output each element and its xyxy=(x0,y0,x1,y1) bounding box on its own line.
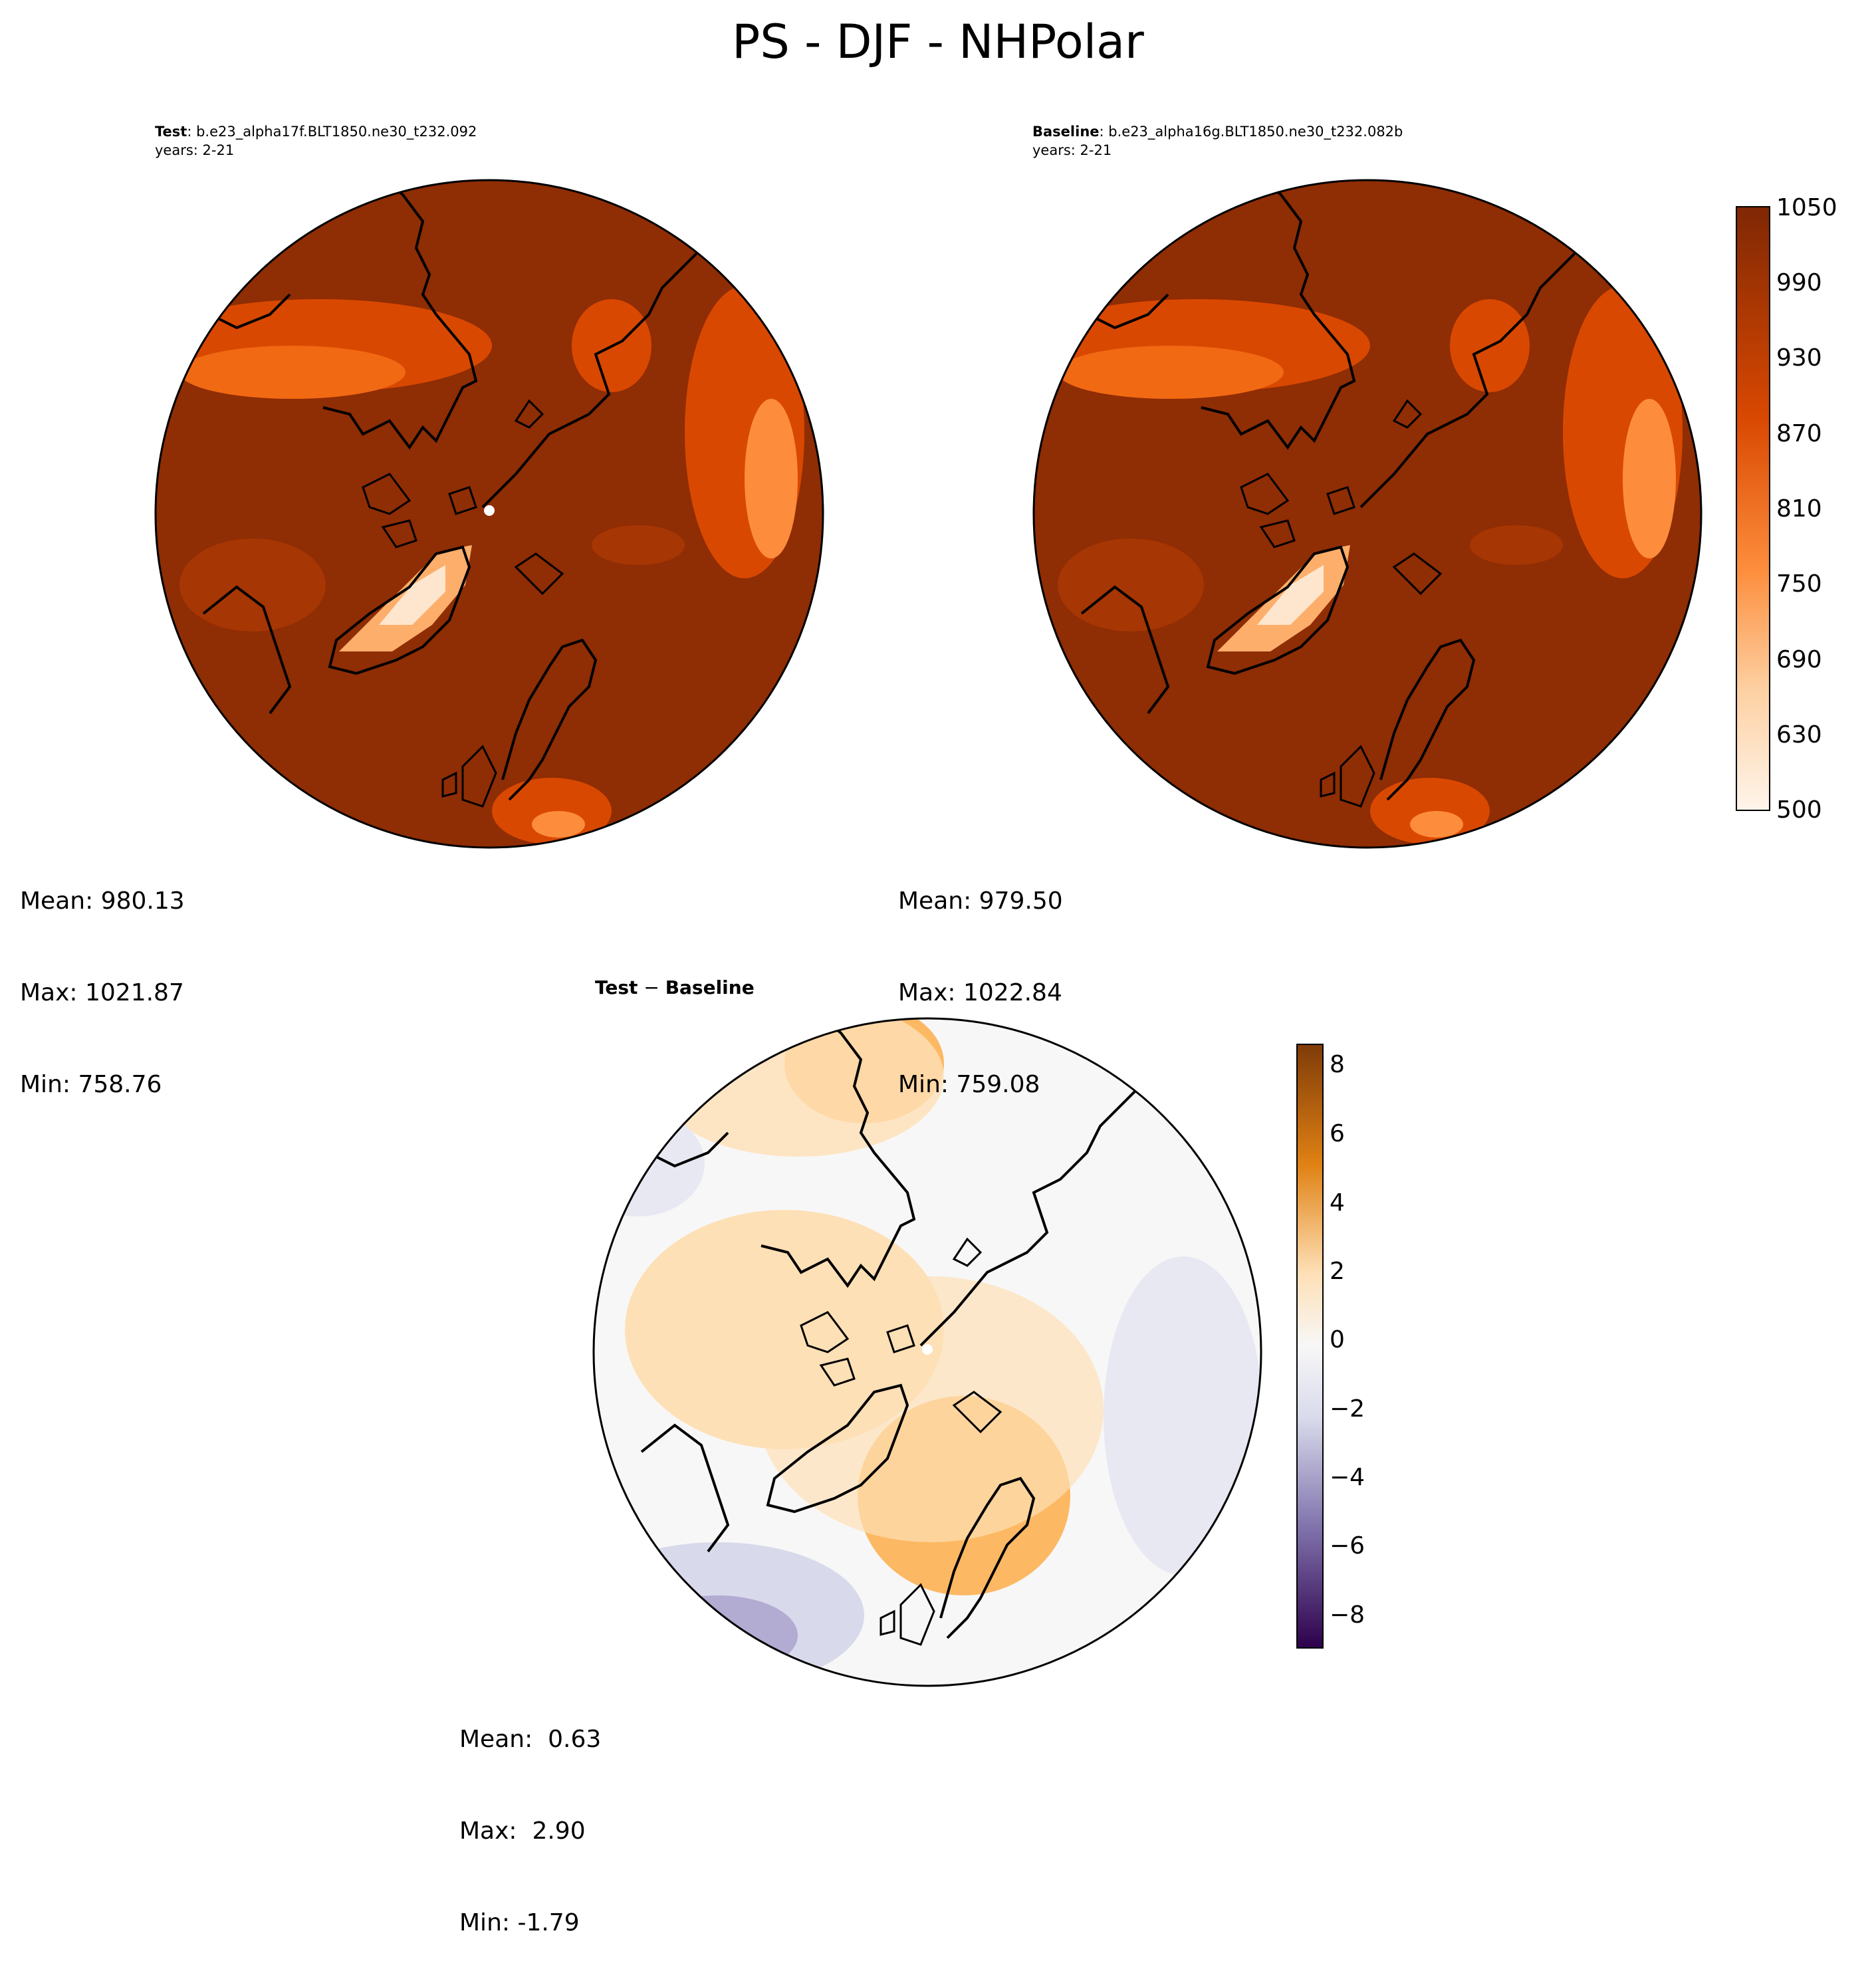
cbar1-tick-2: 930 xyxy=(1776,344,1822,372)
diff-label-baseline: Baseline xyxy=(665,977,755,998)
cbar2-tick-6: −4 xyxy=(1330,1464,1365,1491)
colorbar-diff xyxy=(1296,1044,1324,1649)
cbar1-tick-8: 500 xyxy=(1776,796,1822,824)
baseline-panel-title: Baseline: b.e23_alpha16g.BLT1850.ne30_t2… xyxy=(1032,122,1403,160)
cbar1-tick-4: 810 xyxy=(1776,495,1822,522)
test-map xyxy=(154,179,824,849)
diff-min: Min: -1.79 xyxy=(459,1909,580,1936)
cbar2-tick-3: 2 xyxy=(1330,1258,1345,1285)
baseline-label: Baseline xyxy=(1032,124,1100,140)
test-years: years: 2-21 xyxy=(155,142,235,158)
maps-canvas xyxy=(154,179,1770,1687)
cbar2-tick-1: 6 xyxy=(1330,1120,1345,1147)
baseline-max: Max: 1022.84 xyxy=(898,979,1062,1006)
test-panel-title: Test: b.e23_alpha17f.BLT1850.ne30_t232.0… xyxy=(155,122,477,160)
test-case-name: : b.e23_alpha17f.BLT1850.ne30_t232.092 xyxy=(187,124,477,140)
test-stats: Mean: 980.13 Max: 1021.87 Min: 758.76 xyxy=(20,825,185,1131)
cbar1-tick-1: 990 xyxy=(1776,269,1822,296)
diff-mean: Mean: 0.63 xyxy=(459,1726,602,1753)
cbar2-tick-7: −6 xyxy=(1330,1532,1365,1560)
diff-panel-title: Test − Baseline xyxy=(595,979,755,997)
test-min: Min: 758.76 xyxy=(20,1071,162,1098)
cbar1-tick-0: 1050 xyxy=(1776,194,1837,221)
diff-stats: Mean: 0.63 Max: 2.90 Min: -1.79 xyxy=(459,1663,601,1969)
cbar1-tick-6: 690 xyxy=(1776,646,1822,673)
baseline-years: years: 2-21 xyxy=(1032,142,1112,158)
diff-label-test: Test xyxy=(595,977,638,998)
test-max: Max: 1021.87 xyxy=(20,979,184,1006)
baseline-case-name: : b.e23_alpha16g.BLT1850.ne30_t232.082b xyxy=(1099,124,1403,140)
cbar2-tick-4: 0 xyxy=(1330,1326,1345,1353)
cbar2-tick-0: 8 xyxy=(1330,1051,1345,1078)
baseline-mean: Mean: 979.50 xyxy=(898,887,1063,915)
cbar2-tick-8: −8 xyxy=(1330,1601,1365,1629)
diff-label-minus: − xyxy=(638,977,665,998)
baseline-min: Min: 759.08 xyxy=(898,1071,1040,1098)
diff-max: Max: 2.90 xyxy=(459,1817,586,1845)
cbar1-tick-3: 870 xyxy=(1776,420,1822,447)
test-label: Test xyxy=(155,124,187,140)
cbar2-tick-2: 4 xyxy=(1330,1189,1345,1216)
cbar2-tick-5: −2 xyxy=(1330,1395,1365,1423)
colorbar-absolute xyxy=(1736,206,1770,811)
baseline-stats: Mean: 979.50 Max: 1022.84 Min: 759.08 xyxy=(898,825,1063,1131)
diff-map xyxy=(592,1017,1262,1687)
test-mean: Mean: 980.13 xyxy=(20,887,185,915)
cbar1-tick-5: 750 xyxy=(1776,570,1822,598)
figure-title: PS - DJF - NHPolar xyxy=(732,15,1144,69)
baseline-map xyxy=(1032,179,1702,849)
cbar1-tick-7: 630 xyxy=(1776,721,1822,749)
